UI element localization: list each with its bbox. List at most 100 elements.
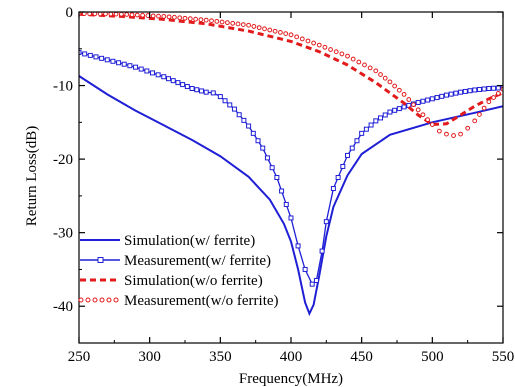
data-point — [198, 88, 204, 94]
data-point — [373, 118, 379, 124]
data-point — [250, 130, 256, 136]
legend-marker — [106, 297, 112, 303]
data-point — [161, 14, 167, 19]
x-tick-label: 300 — [138, 349, 161, 365]
data-point — [133, 64, 139, 70]
data-point — [278, 30, 283, 35]
data-point — [93, 54, 99, 60]
data-point — [345, 53, 350, 59]
data-point — [246, 22, 252, 28]
data-point — [187, 16, 193, 22]
data-point — [295, 243, 301, 249]
data-point — [481, 105, 487, 111]
data-point — [110, 58, 116, 64]
data-point — [104, 57, 110, 63]
series-layer — [79, 12, 503, 317]
data-point — [251, 24, 257, 29]
data-point — [453, 90, 459, 96]
data-point — [170, 78, 176, 84]
data-point — [333, 49, 339, 55]
data-point — [129, 12, 135, 18]
series-line — [79, 12, 503, 127]
data-point — [227, 102, 233, 108]
data-point — [184, 84, 190, 90]
data-point — [472, 118, 478, 124]
data-point — [203, 17, 209, 23]
data-point — [491, 95, 496, 100]
data-point — [387, 79, 393, 85]
data-point — [378, 72, 383, 77]
data-point — [124, 12, 130, 17]
data-point — [330, 186, 336, 192]
data-point — [411, 102, 416, 108]
data-point — [311, 40, 317, 46]
data-point — [382, 75, 388, 81]
data-point — [486, 85, 492, 91]
series-4 — [79, 12, 503, 138]
data-point — [209, 18, 214, 24]
legend-marker — [85, 297, 91, 303]
data-point — [267, 27, 273, 33]
data-point — [264, 155, 270, 161]
data-point — [279, 188, 285, 194]
data-point — [354, 138, 360, 144]
data-point — [283, 201, 289, 207]
data-point — [166, 14, 172, 20]
data-point — [363, 126, 369, 132]
data-point — [134, 12, 140, 18]
data-point — [340, 163, 346, 169]
data-point — [203, 89, 209, 95]
y-axis-title: Return Loss(dB) — [24, 126, 40, 226]
data-point — [87, 12, 92, 17]
data-point — [274, 175, 280, 180]
data-point — [302, 266, 308, 272]
data-point — [299, 36, 305, 42]
data-point — [444, 131, 449, 137]
data-point — [401, 91, 407, 97]
data-point — [481, 86, 487, 92]
data-point — [495, 91, 501, 96]
data-point — [210, 90, 216, 96]
data-point — [140, 12, 146, 18]
data-point — [382, 112, 388, 118]
series-1 — [79, 75, 503, 317]
data-point — [283, 31, 289, 37]
data-point — [103, 12, 108, 17]
data-point — [288, 215, 294, 221]
data-point — [87, 52, 93, 58]
legend-item: Simulation(w/ ferrite) — [80, 233, 255, 249]
data-point — [465, 125, 471, 131]
data-point — [262, 26, 267, 32]
data-point — [486, 99, 492, 105]
data-point — [359, 130, 365, 136]
data-point — [182, 15, 188, 21]
data-point — [81, 12, 87, 16]
data-point — [362, 62, 367, 68]
data-point — [451, 133, 456, 138]
y-tick-label: -20 — [53, 152, 73, 168]
data-point — [198, 17, 204, 23]
data-point — [322, 44, 328, 50]
data-point — [241, 117, 247, 123]
data-point — [219, 19, 225, 25]
series-2 — [79, 49, 503, 287]
data-point — [392, 107, 398, 113]
data-point — [458, 131, 464, 137]
data-point — [231, 106, 237, 112]
data-point — [217, 94, 223, 100]
data-point — [222, 98, 228, 104]
legend-marker — [78, 297, 84, 303]
series-line — [79, 75, 503, 317]
data-point — [396, 87, 402, 93]
data-point — [349, 145, 355, 151]
data-point — [156, 13, 161, 19]
data-point — [175, 80, 181, 86]
data-point — [149, 70, 155, 76]
data-point — [92, 12, 98, 17]
data-point — [121, 61, 127, 67]
x-tick-label: 250 — [68, 349, 91, 365]
y-tick-label: 0 — [66, 5, 74, 21]
legend-marker — [97, 257, 104, 263]
data-point — [108, 12, 114, 17]
